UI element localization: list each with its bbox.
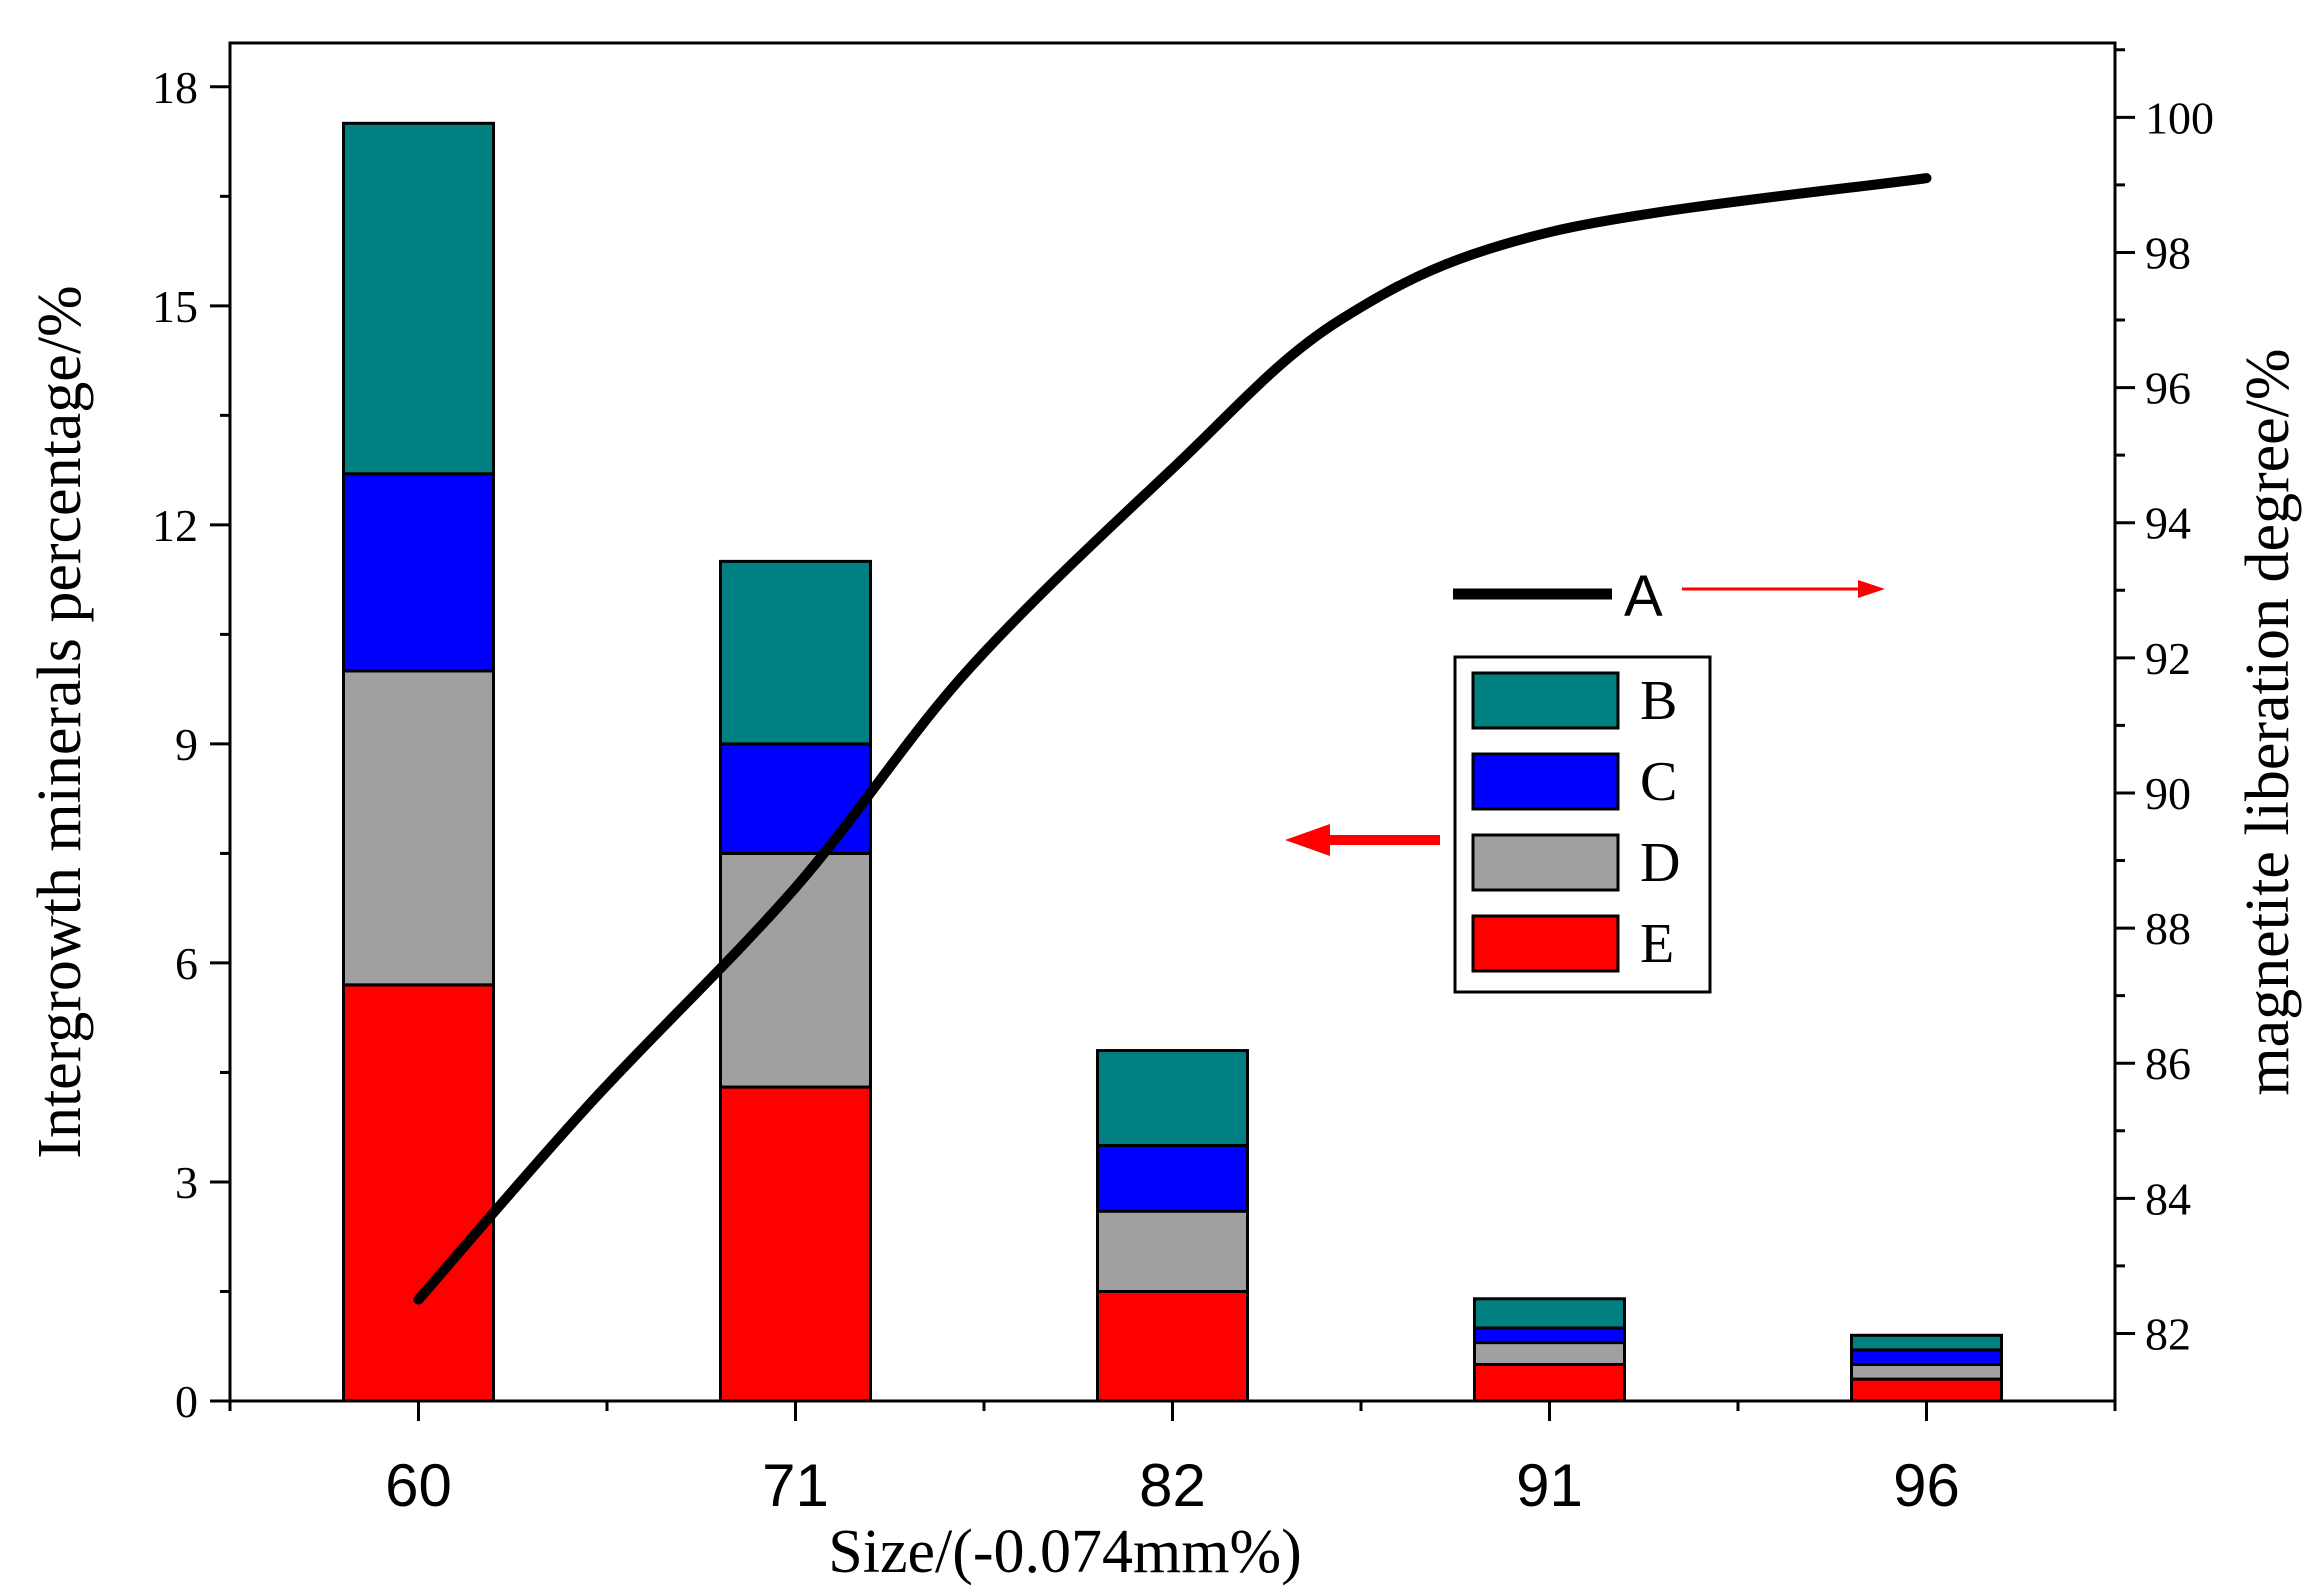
y-right-tick-label: 84 [2145, 1173, 2191, 1224]
legend-line-entry: A [1453, 564, 1885, 629]
bar-e-82 [1096, 1289, 1249, 1403]
y-right-tick-label: 92 [2145, 633, 2191, 684]
y-right-tick-label: 94 [2145, 498, 2191, 549]
legend-label-e: E [1640, 913, 1674, 975]
y-left-tick-label: 15 [152, 281, 198, 332]
bar-b-91 [1473, 1297, 1626, 1330]
y-right-tick-label: 90 [2145, 768, 2191, 819]
bar-b-60 [342, 121, 495, 476]
bar-c-71 [719, 742, 872, 855]
x-tick-label-96: 96 [1893, 1452, 1960, 1519]
bar-c-82 [1096, 1143, 1249, 1213]
bar-b-71 [719, 559, 872, 746]
bar-e-60 [342, 983, 495, 1403]
y-right-tick-label: 86 [2145, 1038, 2191, 1089]
y-left-tick-label: 9 [175, 719, 198, 770]
legend-swatch-d [1471, 833, 1620, 892]
y-axis-right-label: magnetite liberation degree/% [2234, 348, 2302, 1095]
bar-d-91 [1473, 1341, 1626, 1366]
legend-swatch-b [1471, 671, 1620, 730]
y-left-tick-label: 6 [175, 938, 198, 989]
y-left-tick-label: 12 [152, 500, 198, 551]
left-axis-indicator [1285, 824, 1440, 856]
x-axis-label: Size/(-0.074mm%) [828, 1518, 1302, 1586]
x-tick-label-71: 71 [762, 1452, 829, 1519]
bar-b-96 [1850, 1333, 2003, 1352]
bar-c-96 [1850, 1348, 2003, 1366]
bar-d-96 [1850, 1362, 2003, 1381]
y-right-tick-label: 82 [2145, 1308, 2191, 1359]
y-left-tick-label: 18 [152, 62, 198, 113]
bar-c-91 [1473, 1326, 1626, 1345]
series-a-line [413, 173, 1932, 1305]
stacked-bars [342, 121, 2003, 1403]
x-tick-label-82: 82 [1139, 1452, 1206, 1519]
bar-e-96 [1850, 1377, 2003, 1403]
axis-ticks [210, 48, 2135, 1421]
y-right-tick-label: 96 [2145, 363, 2191, 414]
y-right-tick-label: 88 [2145, 903, 2191, 954]
y-right-tick-label: 100 [2145, 92, 2214, 143]
legend-label-c: C [1640, 751, 1677, 813]
bar-d-60 [342, 669, 495, 987]
legend-line-label: A [1624, 564, 1663, 629]
y-left-tick-label: 0 [175, 1376, 198, 1427]
bar-c-60 [342, 472, 495, 673]
x-tick-label-91: 91 [1516, 1452, 1583, 1519]
axis-tick-labels: 0 3 6 9 12 15 18 82 84 86 88 90 92 94 96 98 100 60 71 82 91 9… [152, 62, 2214, 1519]
bar-d-82 [1096, 1209, 1249, 1293]
right-axis-arrow-icon [1858, 580, 1885, 598]
liberation-curve-group [413, 173, 1932, 1305]
legend-swatch-c [1471, 752, 1620, 811]
x-tick-label-60: 60 [385, 1452, 452, 1519]
legend-label-d: D [1640, 832, 1680, 894]
legend-label-b: B [1640, 670, 1677, 732]
y-left-tick-label: 3 [175, 1157, 198, 1208]
bar-b-82 [1096, 1049, 1249, 1147]
legend-swatch-e [1471, 914, 1620, 973]
y-right-tick-label: 98 [2145, 227, 2191, 278]
bar-e-71 [719, 1085, 872, 1403]
bar-e-91 [1473, 1362, 1626, 1403]
y-axis-left-label: Intergrowth minerals percentage/% [26, 285, 94, 1158]
left-axis-arrow-icon [1285, 824, 1330, 856]
